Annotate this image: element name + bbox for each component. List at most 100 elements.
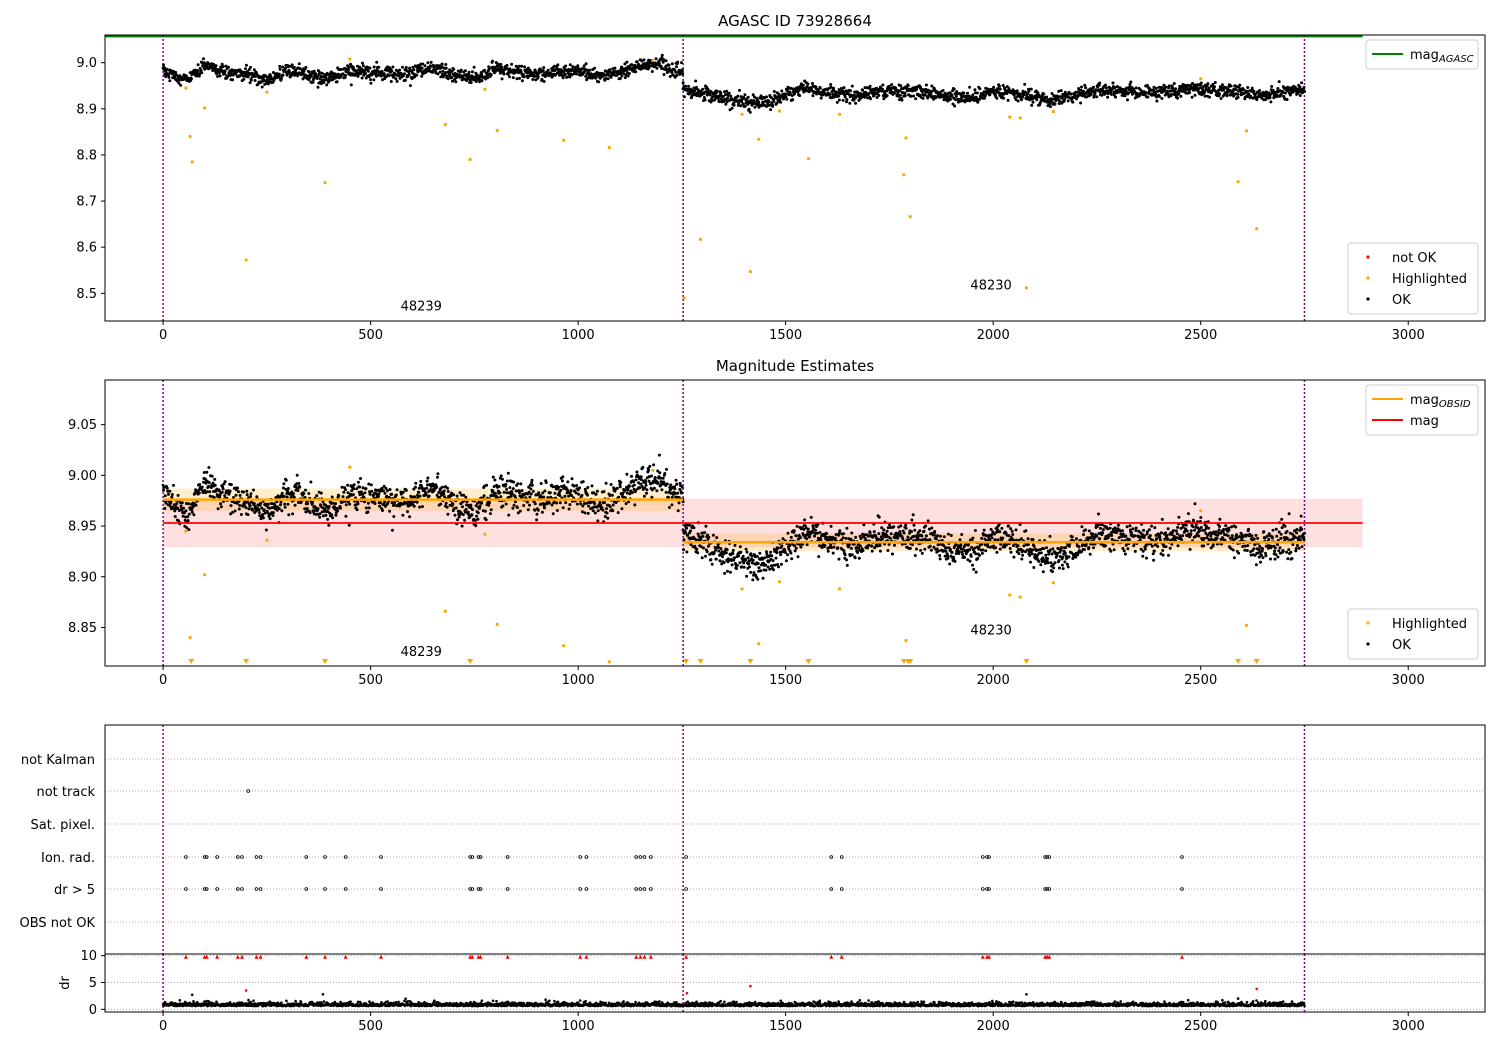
legend-label: Highlighted <box>1392 272 1467 287</box>
ok-point <box>541 491 545 495</box>
ok-point <box>829 543 833 547</box>
ok-point <box>566 480 570 484</box>
ok-point <box>514 64 518 68</box>
ok-point <box>223 494 227 498</box>
ok-point <box>896 536 900 540</box>
ok-point <box>369 483 373 487</box>
ok-point <box>182 511 186 515</box>
ok-point <box>502 490 506 494</box>
ok-point <box>827 546 831 550</box>
ok-point <box>950 550 954 554</box>
ok-point <box>625 472 629 476</box>
ok-point <box>856 551 860 554</box>
ok-point <box>725 548 729 552</box>
ok-point <box>361 492 364 496</box>
ok-point <box>1026 537 1030 541</box>
ok-point <box>350 489 354 493</box>
ok-point <box>291 492 295 496</box>
ok-point <box>173 515 177 518</box>
ok-point <box>403 72 407 76</box>
highlighted-point <box>190 160 194 164</box>
ok-point <box>1028 553 1032 557</box>
ok-point <box>560 484 564 488</box>
ok-point <box>881 83 885 87</box>
ok-point <box>843 553 847 557</box>
ok-point <box>861 549 865 553</box>
ok-point <box>170 495 174 499</box>
ok-point <box>1113 86 1117 90</box>
ok-point <box>862 523 866 527</box>
ok-point <box>426 61 430 65</box>
ok-point <box>772 90 776 93</box>
ok-point <box>1129 80 1133 84</box>
ok-point <box>832 545 836 549</box>
ok-point <box>942 544 946 548</box>
ok-point <box>1043 561 1047 565</box>
ok-point <box>182 506 185 510</box>
ok-point <box>224 64 228 68</box>
ok-point <box>591 509 595 513</box>
ok-point <box>952 557 956 561</box>
ok-point <box>993 538 997 542</box>
ok-point <box>492 485 496 488</box>
ok-point <box>954 552 958 555</box>
ok-point <box>1242 88 1245 92</box>
ok-point <box>606 516 610 520</box>
ok-point <box>344 514 348 518</box>
ok-point <box>467 70 471 74</box>
ok-point <box>234 493 238 497</box>
ok-point <box>600 506 604 510</box>
ok-point <box>237 490 240 494</box>
ok-point <box>467 73 471 77</box>
ok-point <box>677 501 681 505</box>
ok-point <box>515 77 519 81</box>
ok-point <box>1188 91 1192 95</box>
ok-point <box>1285 98 1289 101</box>
ok-point <box>1048 534 1052 538</box>
ok-point <box>1042 547 1046 551</box>
ok-point <box>1026 543 1030 546</box>
ok-point <box>1042 92 1046 96</box>
ok-point <box>811 94 815 98</box>
ok-point <box>974 552 978 556</box>
ok-point <box>244 67 247 71</box>
ok-point <box>930 84 934 88</box>
ok-point <box>244 506 248 510</box>
ok-point <box>1017 552 1021 556</box>
ok-point <box>682 548 686 552</box>
ok-point <box>392 503 396 507</box>
ok-point <box>655 489 659 493</box>
ok-point <box>903 91 907 95</box>
ok-point <box>838 529 842 533</box>
ok-point <box>615 486 619 490</box>
ok-point <box>369 81 373 85</box>
ok-point <box>344 488 347 492</box>
ok-point <box>542 495 546 499</box>
ok-point <box>678 487 682 491</box>
ok-point <box>320 71 324 75</box>
ok-point <box>1003 545 1007 549</box>
ok-point <box>306 502 310 506</box>
ok-point <box>634 488 638 492</box>
ok-point <box>190 508 194 512</box>
ok-point <box>1298 94 1302 97</box>
ok-point <box>211 481 215 485</box>
ok-point <box>502 72 506 76</box>
ok-point <box>603 515 607 518</box>
ok-point <box>1026 92 1030 96</box>
ok-point <box>540 77 544 81</box>
ok-point <box>222 482 226 486</box>
ok-point <box>505 491 509 495</box>
ok-point <box>252 68 256 72</box>
legend-label: not OK <box>1392 251 1437 266</box>
ok-point <box>737 102 741 106</box>
ok-point <box>283 505 287 509</box>
ok-point <box>202 480 205 484</box>
x-tick-label: 1500 <box>769 328 802 343</box>
ok-point <box>508 75 511 79</box>
ok-point <box>558 494 562 498</box>
ok-point <box>1030 552 1034 556</box>
ok-point <box>736 94 740 98</box>
